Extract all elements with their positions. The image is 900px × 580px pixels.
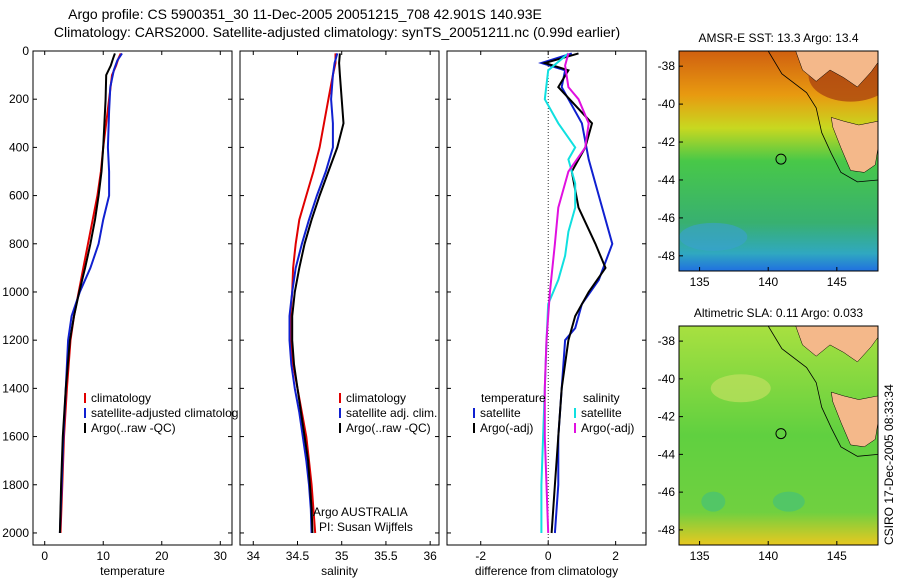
legend-label: Argo(-adj) [480, 421, 533, 435]
x-tick-label: 0 [41, 549, 48, 563]
tasmania-land [830, 391, 878, 448]
sla-high-patch [710, 374, 771, 403]
axes-box [239, 50, 440, 546]
shelf-contour [767, 326, 878, 457]
tasmania-land [830, 117, 878, 173]
legend-group-title: temperature [481, 391, 546, 405]
map-frame [678, 325, 879, 546]
map-x-tick-label: 140 [758, 549, 778, 563]
map-y-tick-label: -40 [658, 97, 676, 111]
shelf-contour [767, 51, 878, 183]
map-y-tick-label: -44 [658, 447, 676, 461]
legend-label: satellite [480, 406, 521, 420]
series-line-black [291, 53, 345, 534]
legend-label: satellite adj. clim. [346, 406, 437, 420]
map-field [679, 51, 878, 271]
x-tick-label: 35.5 [374, 549, 398, 563]
x-tick-label: 0 [545, 549, 552, 563]
x-tick-label: 34.5 [286, 549, 310, 563]
legend-label: Argo(..raw -QC) [346, 421, 431, 435]
map-y-tick-label: -46 [658, 211, 676, 225]
sla-low-patch [772, 491, 805, 512]
series-line-blue [288, 53, 339, 534]
x-axis-label: temperature [100, 564, 165, 578]
x-axis-label: difference from climatology [475, 564, 618, 578]
y-tick-label: 400 [9, 140, 29, 154]
series-group [538, 52, 614, 534]
map-y-tick-label: -46 [658, 485, 676, 499]
figure-title-line2: Climatology: CARS2000. Satellite-adjuste… [53, 24, 621, 40]
map-x-tick-label: 145 [827, 275, 847, 289]
map-y-tick-label: -44 [658, 173, 676, 187]
map-frame [678, 50, 879, 272]
series-line-black [541, 52, 607, 534]
pi-credit: PI: Susan Wijffels [319, 520, 413, 534]
sst-map: AMSR-E SST: 13.3 Argo: 13.4 135 140 145 -38 -… [658, 31, 879, 289]
map-y-tick-label: -40 [658, 372, 676, 386]
map-title: AMSR-E SST: 13.3 Argo: 13.4 [698, 31, 858, 45]
legend-group-title: salinity [583, 391, 620, 405]
x-tick-label: 20 [155, 549, 169, 563]
profile-panel-2: 34 34.5 35 35.5 36 salinity [239, 50, 440, 578]
map-x-tick-label: 135 [690, 275, 710, 289]
legend-label: climatology [346, 391, 406, 405]
profile-panel-1: 0 10 20 30 0 200 400 600 800 1000 1200 1400 1600 1800… [2, 44, 233, 578]
x-tick-label: 34 [247, 549, 261, 563]
x-tick-label: 35 [335, 549, 349, 563]
figure-title-line1: Argo profile: CS 5900351_30 11-Dec-2005 … [68, 6, 542, 22]
x-tick-label: -2 [475, 549, 486, 563]
float-position-marker [775, 153, 787, 165]
map-y-tick-label: -48 [658, 249, 676, 263]
y-tick-label: 800 [9, 237, 29, 251]
legend-difference: temperature salinitysatelliteArgo(-adj)sa… [473, 391, 634, 435]
x-tick-label: 30 [214, 549, 228, 563]
y-tick-label: 600 [9, 189, 29, 203]
map-x-tick-label: 145 [827, 549, 847, 563]
legend-label: climatology [91, 391, 151, 405]
legend-label: Argo(-adj) [581, 421, 634, 435]
x-tick-label: 2 [612, 549, 619, 563]
series-group [288, 53, 345, 534]
y-tick-label: 1200 [2, 333, 29, 347]
map-x-tick-label: 140 [758, 275, 778, 289]
series-group [58, 52, 123, 534]
map-y-tick-label: -42 [658, 410, 676, 424]
map-y-tick-label: -38 [658, 334, 676, 348]
series-line-red [289, 53, 337, 534]
x-axis-label: salinity [321, 564, 358, 578]
x-tick-label: 10 [97, 549, 111, 563]
csiro-timestamp: CSIRO 17-Dec-2005 08:33:34 [882, 384, 896, 545]
x-tick-label: 36 [423, 549, 437, 563]
series-line-magenta [543, 53, 590, 534]
axes-box [32, 50, 233, 546]
map-y-tick-label: -42 [658, 135, 676, 149]
y-tick-label: 200 [9, 92, 29, 106]
map-field [679, 326, 878, 545]
sla-map: Altimetric SLA: 0.11 Argo: 0.033 135 140 14… [658, 306, 879, 563]
cool-patch [679, 222, 748, 251]
float-position-marker [775, 428, 787, 440]
sla-low-patch [701, 491, 726, 512]
y-tick-label: 1600 [2, 430, 29, 444]
y-tick-label: 1000 [2, 285, 29, 299]
map-title: Altimetric SLA: 0.11 Argo: 0.033 [694, 306, 864, 320]
mainland-land [795, 51, 878, 88]
y-tick-label: 0 [22, 44, 29, 58]
argo-credit: Argo AUSTRALIA [313, 505, 408, 519]
series-line-black [58, 53, 116, 534]
map-y-tick-label: -38 [658, 59, 676, 73]
y-tick-label: 1800 [2, 478, 29, 492]
legend-label: satellite [581, 406, 622, 420]
y-tick-label: 2000 [2, 526, 29, 540]
map-y-tick-label: -48 [658, 523, 676, 537]
y-tick-label: 1400 [2, 381, 29, 395]
legend-label: satellite-adjusted climatolog [91, 406, 238, 420]
legend-label: Argo(..raw -QC) [91, 421, 176, 435]
map-x-tick-label: 135 [690, 549, 710, 563]
mainland-land [795, 326, 878, 363]
